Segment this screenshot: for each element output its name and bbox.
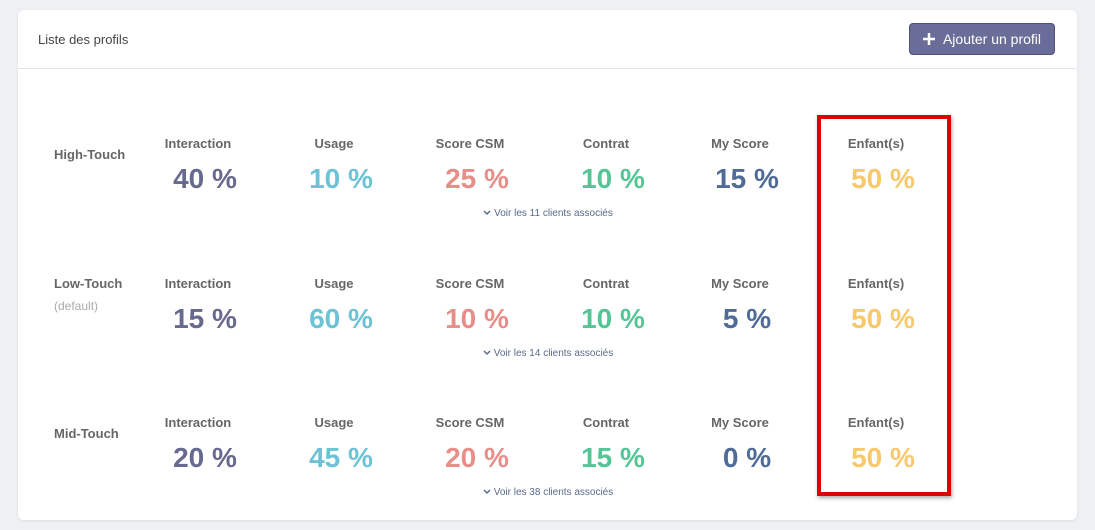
metric-value: 20 % <box>445 442 509 473</box>
metric-label: Score CSM <box>435 275 505 291</box>
metric-label: Interaction <box>164 415 232 430</box>
link-text: Voir les 38 clients associés <box>493 487 614 498</box>
metric-label: Score CSM <box>435 136 505 151</box>
metric-value: 60 % <box>309 302 373 334</box>
highlight-box <box>817 115 951 496</box>
associated-clients-link[interactable]: Voir les 14 clients associés <box>428 348 668 359</box>
card-title: Liste des profils <box>38 32 129 47</box>
metric-value: 15 % <box>715 163 779 194</box>
metric-label: Contrat <box>582 415 630 430</box>
button-label: Ajouter un profil <box>942 31 1042 47</box>
metric-label: My Score <box>711 275 769 291</box>
profile-note: (default) <box>54 298 99 313</box>
associated-clients-link[interactable]: Voir les 11 clients associés <box>428 208 668 219</box>
metric-label: Enfant(s) <box>847 136 905 151</box>
metric-value: 50 % <box>851 302 915 334</box>
profile-card: Liste des profils Ajouter un profil <box>18 10 1077 520</box>
metric-value: 50 % <box>851 442 915 473</box>
metric-label: Interaction <box>164 275 232 291</box>
chevron-icon <box>483 349 491 355</box>
metric-value: 10 % <box>445 302 509 334</box>
metric-label: Usage <box>314 275 354 291</box>
metric-value: 40 % <box>173 163 237 194</box>
metric-value: 5 % <box>722 302 772 334</box>
metric-value: 45 % <box>309 442 373 473</box>
metric-label: My Score <box>711 136 769 151</box>
metric-label: Contrat <box>582 136 630 151</box>
metric-label: Enfant(s) <box>847 415 905 430</box>
metric-value: 25 % <box>445 163 509 194</box>
link-text: Voir les 14 clients associés <box>493 347 614 359</box>
metric-value: 10 % <box>581 163 645 194</box>
metric-label: Interaction <box>164 136 232 151</box>
metric-label: Enfant(s) <box>847 275 905 291</box>
profile-name: Mid-Touch <box>54 426 119 441</box>
chevron-icon <box>483 210 491 216</box>
metric-value: 15 % <box>581 442 645 473</box>
profile-name: Low-Touch <box>54 275 123 291</box>
metric-label: Score CSM <box>435 415 505 430</box>
link-text: Voir les 11 clients associés <box>494 208 613 219</box>
chevron-icon <box>483 489 491 495</box>
metric-value: 10 % <box>309 163 373 194</box>
plus-icon <box>922 33 935 45</box>
metric-label: Usage <box>314 415 354 430</box>
metric-label: Usage <box>314 136 354 151</box>
card-header: Liste des profils Ajouter un profil <box>18 10 1077 69</box>
profile-name: High-Touch <box>54 147 126 162</box>
add-profile-button[interactable]: Ajouter un profil <box>909 23 1055 55</box>
associated-clients-link[interactable]: Voir les 38 clients associés <box>428 487 668 498</box>
metric-value: 20 % <box>173 442 237 473</box>
metric-value: 0 % <box>722 442 772 473</box>
metric-label: My Score <box>711 415 769 430</box>
metric-value: 50 % <box>851 163 915 194</box>
metric-value: 15 % <box>173 302 237 334</box>
metric-value: 10 % <box>581 302 645 334</box>
metric-label: Contrat <box>582 275 630 291</box>
